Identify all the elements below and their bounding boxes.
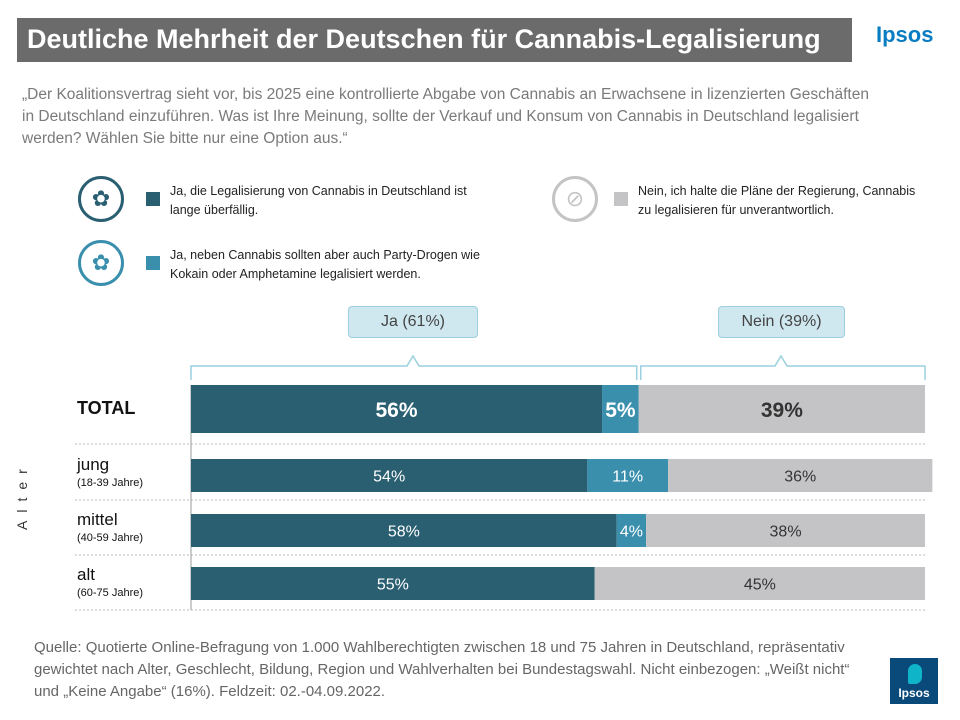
row-label-alt-sub: (60-75 Jahre) [77, 587, 144, 599]
data-label-mittel-ja-cannabis: 58% [388, 524, 420, 541]
bracket-ja [190, 354, 638, 380]
bar-total-ja-cannabis [191, 385, 603, 433]
row-label-mittel: mittel (40-59 Jahre) [77, 510, 143, 544]
title-bar: Deutliche Mehrheit der Deutschen für Can… [17, 18, 852, 62]
chart-title: Deutliche Mehrheit der Deutschen für Can… [27, 24, 821, 54]
legend-swatch-ja-cannabis [146, 192, 160, 206]
source-note: Quelle: Quotierte Online-Befragung von 1… [34, 639, 850, 700]
row-label-total: TOTAL [77, 398, 136, 418]
callout-ja: Ja (61%) [348, 306, 478, 338]
row-label-jung-main: jung [77, 455, 110, 474]
data-label-jung-ja-partydrogen: 11% [612, 469, 643, 486]
brand-name: Ipsos [876, 22, 934, 47]
bar-alt-nein [594, 567, 925, 600]
legend-label-nein: Nein, ich halte die Pläne der Regierung,… [638, 184, 916, 217]
data-label-jung-ja-cannabis: 54% [373, 469, 405, 486]
survey-question: „Der Koalitionsvertrag sieht vor, bis 20… [22, 86, 869, 147]
logo-text: Ipsos [898, 686, 930, 700]
ipsos-logo: Ipsos [890, 658, 938, 704]
bar-jung-ja-partydrogen [587, 459, 669, 492]
row-label-mittel-main: mittel [77, 510, 118, 529]
data-label-total-nein: 39% [761, 399, 803, 422]
bar-total-nein [638, 385, 925, 433]
bar-jung-nein [668, 459, 933, 492]
no-cannabis-icon: ⊘ [552, 176, 598, 222]
data-label-alt-nein: 45% [744, 577, 776, 594]
row-label-jung-sub: (18-39 Jahre) [77, 477, 144, 489]
callout-nein: Nein (39%) [718, 306, 845, 338]
bar-jung-ja-cannabis [191, 459, 588, 492]
bar-total-ja-partydrogen [602, 385, 639, 433]
bracket-nein [639, 354, 926, 380]
bar-mittel-ja-partydrogen [616, 514, 647, 547]
legend-swatch-ja-partydrogen [146, 256, 160, 270]
bar-mittel-nein [646, 514, 925, 547]
legend-label-ja-cannabis: Ja, die Legalisierung von Cannabis in De… [170, 184, 467, 217]
bar-mittel-ja-cannabis [191, 514, 617, 547]
legend-label-ja-partydrogen: Ja, neben Cannabis sollten aber auch Par… [170, 248, 480, 281]
cannabis-hand-icon: ✿ [78, 176, 124, 222]
data-label-alt-ja-cannabis: 55% [377, 577, 409, 594]
data-label-mittel-ja-partydrogen: 4% [620, 524, 643, 541]
row-label-alt-main: alt [77, 565, 95, 584]
logo-mark-icon [908, 664, 922, 684]
data-label-total-ja-cannabis: 56% [376, 399, 418, 422]
cannabis-pill-icon: ✿ [78, 240, 124, 286]
row-label-jung: jung (18-39 Jahre) [77, 455, 143, 489]
row-label-mittel-sub: (40-59 Jahre) [77, 532, 144, 544]
bar-alt-ja-cannabis [191, 567, 595, 600]
data-label-jung-nein: 36% [784, 469, 816, 486]
legend-swatch-nein [614, 192, 628, 206]
data-label-total-ja-partydrogen: 5% [605, 399, 636, 422]
data-label-mittel-nein: 38% [770, 524, 802, 541]
row-label-alt: alt (60-75 Jahre) [77, 565, 143, 599]
